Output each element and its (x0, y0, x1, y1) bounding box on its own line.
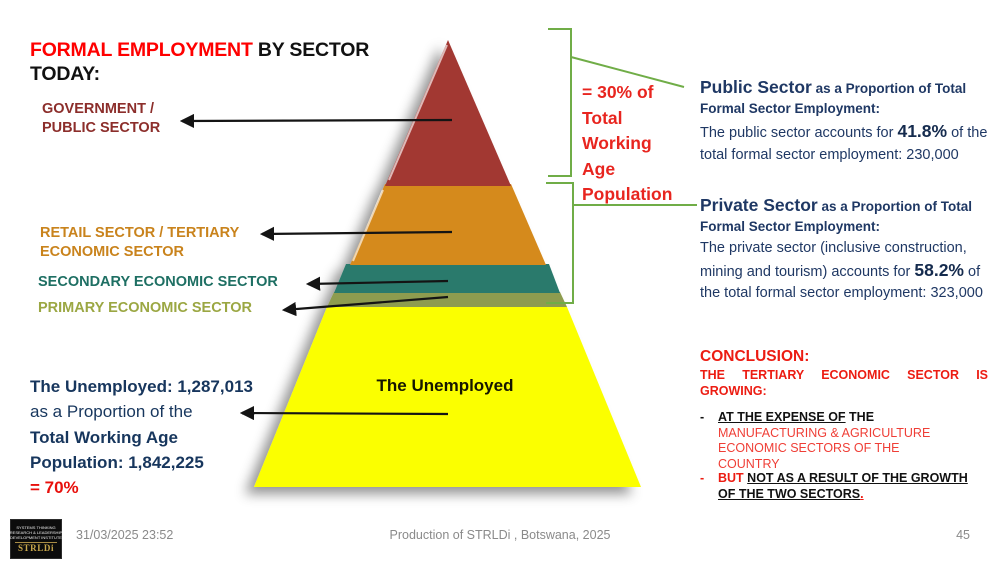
conclusion-heading: CONCLUSION: (700, 348, 810, 365)
pyramid-layer-government (385, 40, 511, 186)
private-sector-heading-main: Private Sector (700, 195, 818, 215)
bullet2-red-word: BUT (718, 471, 748, 485)
logo-line-1: SYSTEMS THINKING (16, 525, 56, 531)
conclusion-bullet-1: - AT THE EXPENSE OF THE MANUFACTURING & … (700, 410, 986, 472)
slide-title-black: BY SECTOR TODAY: (30, 39, 370, 85)
logo-line-3: DEVELOPMENT INSTITUTE (10, 535, 62, 541)
pyramid-unemployed-label: The Unemployed (376, 376, 514, 395)
unemployed-stats: The Unemployed: 1,287,013 as a Proportio… (30, 374, 285, 500)
bullet1-underlined: AT THE EXPENSE OF (718, 410, 846, 424)
unemployed-stats-line3: Total Working Age (30, 427, 178, 447)
private-sector-body: The private sector (inclusive constructi… (700, 238, 992, 305)
unemployed-stats-percent: = 70% (30, 478, 79, 498)
label-arrows (179, 113, 453, 421)
public-sector-percent: 41.8% (897, 121, 948, 141)
bullet1-dash: - (700, 410, 705, 424)
label-retail-sector: RETAIL SECTOR / TERTIARY ECONOMIC SECTOR (40, 225, 239, 260)
working-age-note: = 30% of Total Working Age Population (582, 82, 673, 204)
public-sector-body: The public sector accounts for 41.8% of … (700, 121, 992, 166)
footer-credit: Production of STRLDi , Botswana, 2025 (389, 528, 611, 542)
pyramid-layer-secondary (334, 264, 560, 293)
slide-title-red: FORMAL EMPLOYMENT (30, 39, 253, 61)
pyramid-layer-retail (350, 184, 546, 265)
private-sector-text-post: of the total formal sector employment: 3… (700, 263, 983, 302)
label-government-sector: GOVERNMENT / PUBLIC SECTOR (42, 101, 161, 136)
footer-page-number: 45 (956, 528, 970, 542)
private-sector-text-pre: The private sector (inclusive constructi… (700, 240, 967, 280)
logo-divider (15, 541, 57, 543)
label-secondary-sector: SECONDARY ECONOMIC SECTOR (38, 274, 278, 290)
footer-datetime: 31/03/2025 23:52 (76, 528, 174, 542)
bullet1-black-rest: THE (845, 410, 875, 424)
label-primary-sector: PRIMARY ECONOMIC SECTOR (38, 300, 253, 316)
slide-title: FORMAL EMPLOYMENT BY SECTOR TODAY: (30, 38, 392, 86)
bullet2-period: . (860, 486, 864, 501)
bullet1-text: AT THE EXPENSE OF THE MANUFACTURING & AG… (718, 410, 986, 472)
bullet2-text: BUT NOT AS A RESULT OF THE GROWTH OF THE… (718, 471, 986, 502)
pyramid-layer-unemployed (254, 307, 641, 487)
logo-acronym: STRLDi (17, 542, 55, 553)
bullet2-dash: - (700, 471, 705, 485)
public-sector-heading-rest: as a Proportion of Total Formal Sector E… (700, 81, 967, 116)
strldi-logo: SYSTEMS THINKING RESEARCH & LEADERSHIP D… (10, 519, 62, 559)
conclusion-bullet-2: - BUT NOT AS A RESULT OF THE GROWTH OF T… (700, 471, 986, 502)
arrow-government (179, 113, 453, 129)
unemployed-stats-line2: as a Proportion of the (30, 402, 193, 422)
bullet1-red-text: MANUFACTURING & AGRICULTURE ECONOMIC SEC… (718, 425, 931, 471)
bracket-private (546, 182, 574, 304)
private-sector-heading: Private Sector as a Proportion of Total … (700, 195, 992, 236)
bullet2-underlined: NOT AS A RESULT OF THE GROWTH OF THE TWO… (718, 471, 968, 501)
arrow-retail (259, 226, 453, 242)
unemployed-stats-line1: The Unemployed: 1,287,013 (30, 377, 253, 396)
public-sector-heading-main: Public Sector (700, 77, 812, 97)
public-sector-text-post: of the total formal sector employment: 2… (700, 125, 988, 163)
bracket-public (548, 28, 572, 177)
public-sector-heading: Public Sector as a Proportion of Total F… (700, 77, 992, 118)
private-sector-heading-rest: as a Proportion of Total Formal Sector E… (700, 199, 972, 234)
public-sector-text-pre: The public sector accounts for (700, 125, 898, 141)
unemployed-stats-line4: Population: 1,842,225 (30, 452, 204, 472)
private-sector-percent: 58.2% (914, 259, 964, 280)
pyramid-layer-primary (327, 292, 567, 307)
logo-line-2: RESEARCH & LEADERSHIP (9, 530, 63, 536)
conclusion-subheading: THE TERTIARY ECONOMIC SECTOR IS GROWING: (700, 368, 988, 398)
